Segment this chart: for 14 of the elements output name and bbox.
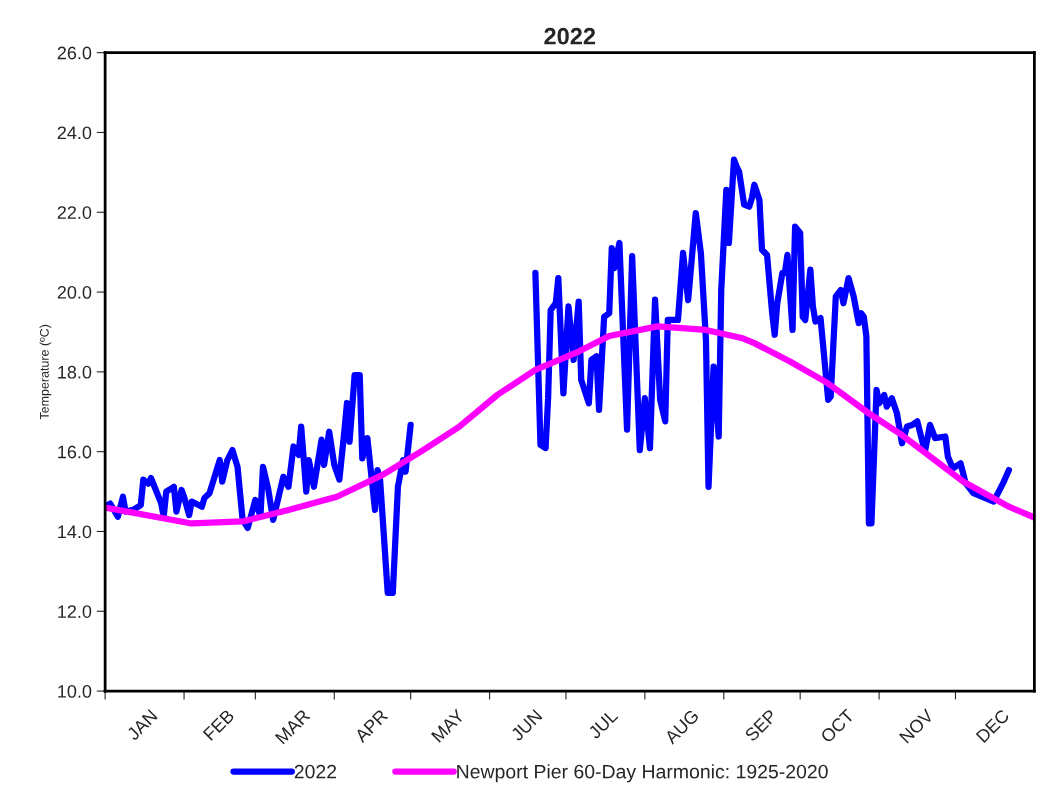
y-axis-title: Temperature (ºC) (39, 324, 52, 420)
y-tick-label: 14.0 (58, 525, 92, 539)
y-tick-label: 22.0 (57, 206, 92, 219)
y-tick-label: 24.0 (57, 126, 92, 140)
y-tick-label: 12.0 (58, 605, 92, 618)
y-tick-label: 16.0 (58, 445, 92, 459)
x-tick-label: JUL (587, 708, 619, 740)
y-tick-label: 26.0 (57, 46, 92, 60)
legend-label: 2022 (294, 764, 337, 779)
y-tick-label: 18.0 (58, 365, 92, 379)
legend-label: Newport Pier 60-Day Harmonic: 1925-2020 (457, 764, 828, 783)
chart-title: 2022 (544, 27, 596, 45)
y-tick-label: 20.0 (57, 286, 92, 299)
y-tick-label: 10.0 (58, 685, 92, 698)
